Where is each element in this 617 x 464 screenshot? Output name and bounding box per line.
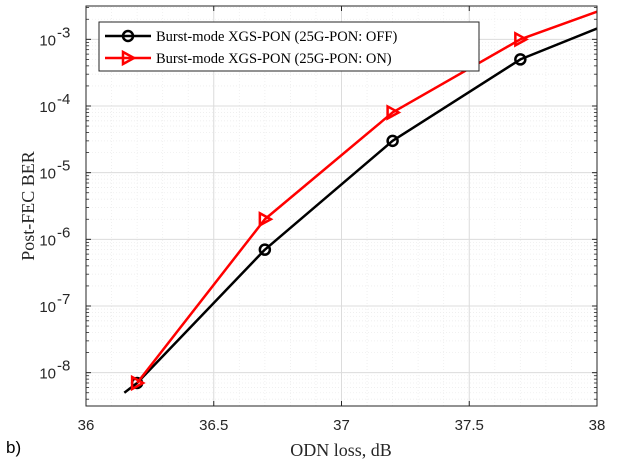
y-tick-label-exponent: -4 (57, 91, 70, 108)
y-tick-label-base: 10 (39, 166, 56, 183)
x-tick-label: 36.5 (199, 417, 228, 434)
y-tick-label-base: 10 (39, 299, 56, 316)
x-axis-label: ODN loss, dB (290, 440, 392, 460)
x-tick-label: 37 (333, 417, 350, 434)
y-tick-label-base: 10 (39, 99, 56, 116)
data-point-on (514, 31, 529, 48)
y-tick-label: 10 -4 (39, 91, 70, 116)
x-tick-label: 36 (78, 417, 95, 434)
y-tick-label: 10 -3 (39, 24, 70, 49)
y-tick-label: 10 -7 (39, 291, 70, 316)
y-tick-label-exponent: -6 (57, 224, 70, 241)
y-tick-label: 10 -8 (39, 358, 70, 383)
legend-marker-on-triangle-icon (121, 49, 137, 67)
legend-marker-off-circle-icon (121, 29, 135, 43)
x-tick-labels: 36 36.5 37 37.5 38 (78, 417, 606, 434)
series-layer (123, 10, 597, 394)
series-line-off (123, 27, 597, 394)
y-tick-label: 10 -6 (39, 224, 70, 249)
data-point-on (386, 104, 402, 121)
x-tick-label: 38 (589, 417, 606, 434)
y-tick-label-exponent: -5 (57, 158, 70, 175)
y-tick-label-base: 10 (39, 32, 56, 49)
y-tick-label-base: 10 (39, 366, 56, 383)
legend-entry-on: Burst-mode XGS-PON (25G-PON: ON) (105, 49, 392, 67)
legend-label-on: Burst-mode XGS-PON (25G-PON: ON) (156, 51, 392, 67)
y-tick-label-exponent: -8 (57, 358, 70, 375)
legend-label-off: Burst-mode XGS-PON (25G-PON: OFF) (156, 29, 397, 45)
y-axis-label: Post-FEC BER (18, 151, 38, 261)
x-tick-label: 37.5 (455, 417, 484, 434)
data-point-on (258, 211, 274, 228)
series-line-on (136, 10, 597, 384)
legend-box (98, 21, 480, 72)
data-point-off (258, 243, 272, 256)
panel-label: b) (6, 438, 21, 457)
y-tick-label-exponent: -7 (57, 291, 70, 308)
y-tick-label-base: 10 (39, 232, 56, 249)
legend-entry-off: Burst-mode XGS-PON (25G-PON: OFF) (105, 29, 397, 45)
data-point-off (386, 134, 399, 148)
y-tick-label: 10 -5 (39, 158, 70, 183)
ticks (85, 6, 598, 406)
y-tick-label-exponent: -3 (57, 24, 70, 41)
data-point-off (514, 53, 527, 66)
legend: Burst-mode XGS-PON (25G-PON: OFF) Burst-… (98, 21, 480, 72)
y-tick-labels: 10-810-710-610-510-410-3 (39, 24, 70, 382)
data-point-on (130, 374, 146, 392)
